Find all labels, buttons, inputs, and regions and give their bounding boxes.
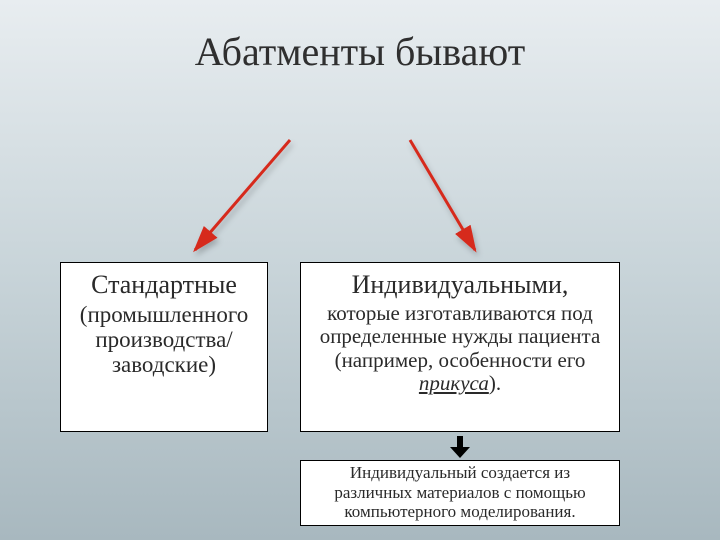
box-note-text: Индивидуальный создается из различных ма… — [334, 463, 585, 521]
box-individual-sub-a: которые изготавливаются под определенные… — [320, 301, 601, 372]
box-individual-sub-b: ). — [489, 371, 501, 395]
box-individual-underline: прикуса — [419, 371, 489, 395]
box-individual: Индивидуальными, которые изготавливаются… — [300, 262, 620, 432]
box-standard-sub: (промышленного производства/заводские) — [67, 302, 261, 378]
arrow-down-icon — [448, 436, 472, 458]
diagram-title: Абатменты бывают — [0, 30, 720, 74]
box-note: Индивидуальный создается из различных ма… — [300, 460, 620, 526]
box-individual-title: Индивидуальными, — [311, 271, 609, 300]
box-standard-title: Стандартные — [67, 271, 261, 300]
box-individual-sub: которые изготавливаются под определенные… — [311, 302, 609, 396]
box-standard: Стандартные (промышленного производства/… — [60, 262, 268, 432]
